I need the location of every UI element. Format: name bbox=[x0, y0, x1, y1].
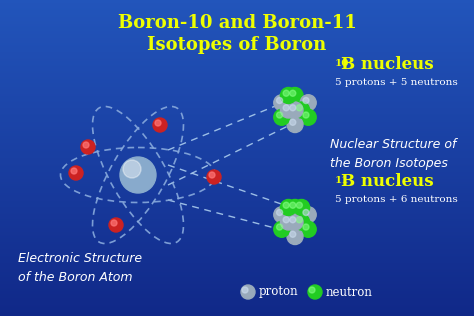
Circle shape bbox=[109, 218, 123, 232]
Circle shape bbox=[155, 120, 161, 126]
Circle shape bbox=[281, 199, 296, 216]
Circle shape bbox=[276, 97, 283, 104]
Circle shape bbox=[290, 90, 296, 96]
Text: B nucleus: B nucleus bbox=[341, 173, 434, 190]
Circle shape bbox=[300, 95, 316, 111]
Circle shape bbox=[283, 105, 289, 111]
Circle shape bbox=[81, 140, 95, 154]
Text: B nucleus: B nucleus bbox=[341, 56, 434, 73]
Circle shape bbox=[276, 112, 283, 118]
Circle shape bbox=[290, 217, 296, 223]
Circle shape bbox=[281, 102, 296, 118]
Circle shape bbox=[290, 105, 296, 111]
Circle shape bbox=[83, 142, 89, 148]
Circle shape bbox=[303, 97, 309, 104]
Circle shape bbox=[242, 287, 248, 293]
Circle shape bbox=[276, 224, 283, 230]
Circle shape bbox=[287, 199, 303, 216]
Circle shape bbox=[287, 214, 303, 230]
Text: 11: 11 bbox=[335, 176, 349, 185]
Circle shape bbox=[303, 210, 309, 216]
Circle shape bbox=[308, 285, 322, 299]
Circle shape bbox=[283, 217, 289, 223]
Circle shape bbox=[274, 95, 290, 111]
Circle shape bbox=[287, 88, 303, 103]
Circle shape bbox=[274, 221, 290, 237]
Circle shape bbox=[303, 112, 309, 118]
Circle shape bbox=[274, 207, 290, 223]
Circle shape bbox=[296, 202, 302, 208]
Circle shape bbox=[209, 172, 215, 178]
Circle shape bbox=[303, 224, 309, 230]
Text: 10: 10 bbox=[335, 59, 349, 68]
Circle shape bbox=[309, 287, 315, 293]
Circle shape bbox=[71, 168, 77, 174]
Text: proton: proton bbox=[259, 285, 299, 299]
Circle shape bbox=[281, 214, 296, 230]
Text: 5 protons + 5 neutrons: 5 protons + 5 neutrons bbox=[335, 78, 458, 87]
Circle shape bbox=[287, 102, 303, 118]
Circle shape bbox=[111, 220, 117, 226]
Circle shape bbox=[296, 217, 302, 223]
Text: Isotopes of Boron: Isotopes of Boron bbox=[147, 36, 327, 54]
Text: 5 protons + 6 neutrons: 5 protons + 6 neutrons bbox=[335, 195, 458, 204]
Circle shape bbox=[290, 119, 296, 125]
Text: Boron-10 and Boron-11: Boron-10 and Boron-11 bbox=[118, 14, 356, 32]
Text: Electronic Structure
of the Boron Atom: Electronic Structure of the Boron Atom bbox=[18, 252, 142, 284]
Circle shape bbox=[290, 202, 296, 208]
Circle shape bbox=[207, 170, 221, 184]
Circle shape bbox=[120, 157, 156, 193]
Circle shape bbox=[274, 109, 290, 125]
Circle shape bbox=[287, 117, 303, 132]
Text: Nuclear Structure of
the Boron Isotopes: Nuclear Structure of the Boron Isotopes bbox=[330, 138, 456, 170]
Circle shape bbox=[300, 109, 316, 125]
Circle shape bbox=[123, 160, 141, 178]
Circle shape bbox=[241, 285, 255, 299]
Circle shape bbox=[153, 118, 167, 132]
Circle shape bbox=[276, 210, 283, 216]
Circle shape bbox=[293, 199, 310, 216]
Circle shape bbox=[290, 231, 296, 237]
Circle shape bbox=[69, 166, 83, 180]
Circle shape bbox=[281, 88, 296, 103]
Circle shape bbox=[283, 202, 289, 208]
Circle shape bbox=[293, 102, 310, 118]
Circle shape bbox=[293, 214, 310, 230]
Circle shape bbox=[283, 90, 289, 96]
Circle shape bbox=[296, 105, 302, 111]
Circle shape bbox=[300, 207, 316, 223]
Text: neutron: neutron bbox=[326, 285, 373, 299]
Circle shape bbox=[287, 228, 303, 245]
Circle shape bbox=[300, 221, 316, 237]
